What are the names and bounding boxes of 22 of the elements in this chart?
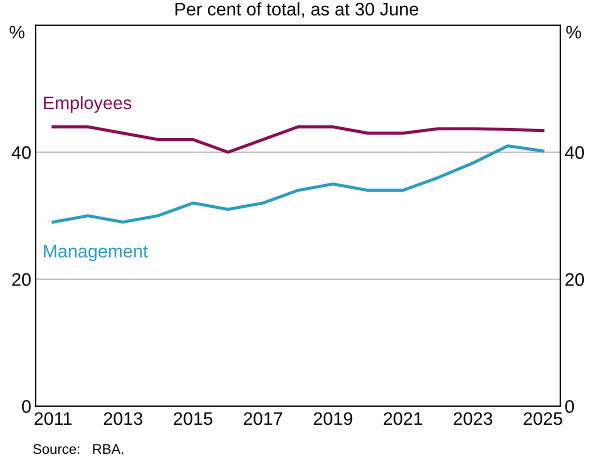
- line-series: [52, 125, 544, 154]
- source-note: Source: RBA.: [33, 444, 124, 454]
- x-tick-label: 2025: [524, 412, 562, 426]
- line-series: [52, 144, 544, 224]
- x-tick-label: 2023: [454, 412, 492, 426]
- x-tick-label: 2021: [384, 412, 422, 426]
- x-tick-label: 2019: [314, 412, 352, 426]
- y2-tick-label: 0: [565, 400, 574, 413]
- x-tick-label: 2015: [174, 412, 212, 426]
- y2-axis-title: %: [566, 26, 582, 38]
- series-label: Management: [44, 244, 148, 262]
- y-tick-label: 20: [12, 273, 31, 286]
- x-tick-label: 2017: [244, 412, 282, 426]
- y2-tick-label: 20: [565, 273, 584, 286]
- y2-tick-label: 40: [564, 146, 584, 159]
- y-axis-title: %: [10, 26, 24, 38]
- y-tick-label: 40: [12, 146, 31, 159]
- y-tick-label: 0: [22, 400, 31, 413]
- series-label: Employees: [44, 96, 132, 113]
- x-tick-label: 2011: [34, 412, 72, 426]
- x-tick-label: 2013: [104, 412, 142, 426]
- chart-subtitle: Per cent of total, as at 30 June: [176, 2, 418, 18]
